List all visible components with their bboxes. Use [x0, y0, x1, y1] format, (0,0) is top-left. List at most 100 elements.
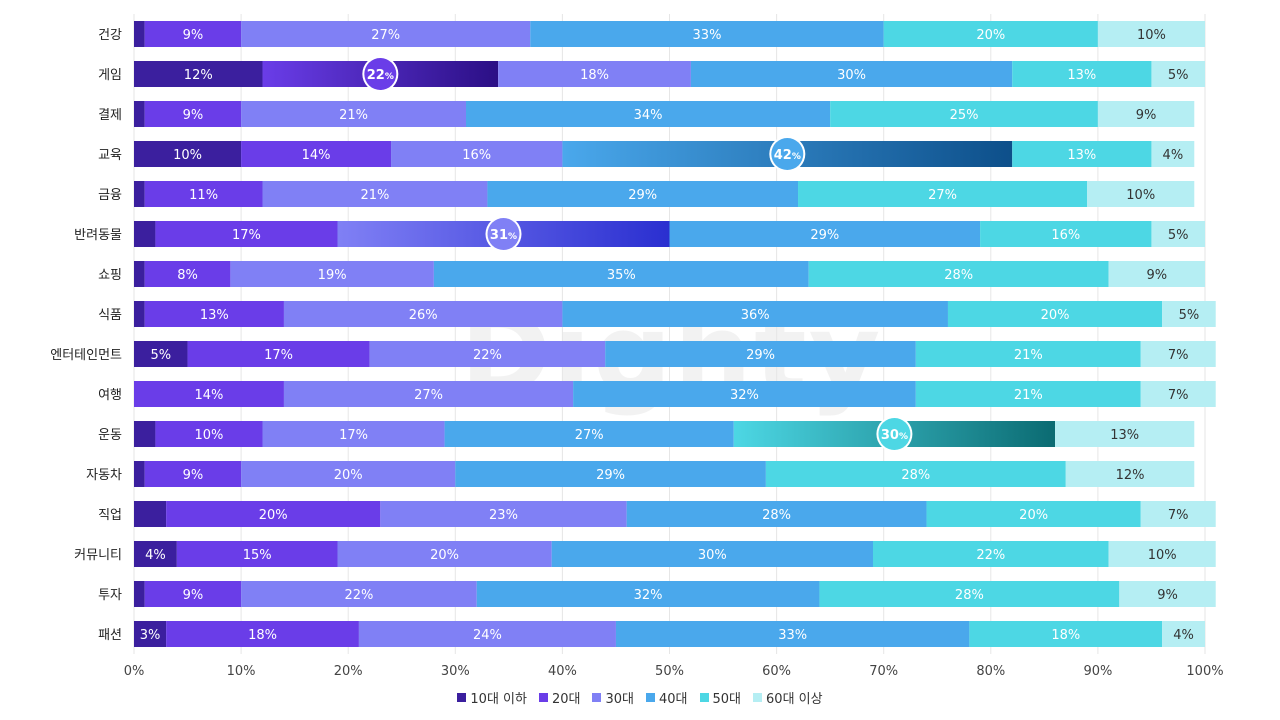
bar-segment — [444, 421, 734, 447]
bar-segment — [669, 221, 981, 247]
data-label: 12% — [1116, 468, 1145, 483]
x-tick-label: 10% — [227, 664, 256, 679]
data-label: 32% — [730, 388, 759, 403]
highlight-badge — [771, 138, 804, 170]
bar-segment — [283, 301, 563, 327]
legend-label: 30대 — [605, 692, 634, 707]
bar-segment — [134, 581, 145, 607]
data-label: 20% — [1019, 508, 1048, 523]
bar-segment — [1055, 421, 1195, 447]
data-label: 32% — [634, 588, 663, 603]
data-label: 9% — [183, 588, 204, 603]
bar-segment — [926, 501, 1141, 527]
legend-label: 40대 — [659, 692, 688, 707]
data-label: 35% — [607, 268, 636, 283]
data-label: 5% — [1168, 68, 1189, 83]
bar-segment — [134, 421, 156, 447]
bar-segment — [134, 541, 177, 567]
bar-segment — [969, 621, 1163, 647]
data-label: 30% — [698, 548, 727, 563]
bar-segment — [1012, 141, 1152, 167]
bar-segment — [798, 181, 1088, 207]
category-label: 반려동물 — [74, 228, 122, 243]
data-label: 16% — [1051, 228, 1080, 243]
bar-segment — [144, 261, 231, 287]
legend-label: 60대 이상 — [766, 692, 823, 707]
data-label: 36% — [741, 308, 770, 323]
legend-item: 60대 이상 — [753, 688, 823, 707]
data-label: 28% — [901, 468, 930, 483]
bar-segment — [134, 621, 167, 647]
x-tick-labels: 0% 10% 20% 30% 40% 50% 60% 70% 80% 90% 100% — [124, 664, 1224, 679]
data-label: 25% — [950, 108, 979, 123]
category-label: 금융 — [98, 188, 122, 203]
bar-segment — [1162, 621, 1205, 647]
data-label: 21% — [1014, 388, 1043, 403]
bar-segment — [872, 541, 1109, 567]
data-label: 12% — [184, 68, 213, 83]
x-tick-label: 20% — [334, 664, 363, 679]
highlight-value: 31% — [490, 228, 517, 243]
data-label: 4% — [1163, 148, 1184, 163]
data-label: 20% — [976, 28, 1005, 43]
legend-label: 50대 — [712, 692, 742, 707]
data-label: 20% — [259, 508, 288, 523]
category-label: 교육 — [98, 148, 122, 163]
data-label: 21% — [1014, 348, 1043, 363]
data-label: 27% — [414, 388, 443, 403]
bar-segment — [144, 461, 242, 487]
bar-segment — [487, 181, 799, 207]
highlight-badge — [878, 418, 911, 450]
data-label: 20% — [430, 548, 459, 563]
data-label: 14% — [302, 148, 331, 163]
bar-segment — [241, 141, 392, 167]
data-label: 9% — [1157, 588, 1178, 603]
bar-segment — [241, 101, 467, 127]
data-label: 9% — [1136, 108, 1157, 123]
category-label: 패션 — [98, 628, 122, 643]
highlight-layer: 22% 42% 31% 30% — [362, 56, 913, 452]
bar-segment — [1151, 141, 1195, 167]
bar-segment — [551, 541, 873, 567]
legend-swatch — [538, 693, 548, 702]
data-label: 30% — [837, 68, 866, 83]
data-label: 14% — [195, 388, 224, 403]
data-label: 13% — [200, 308, 229, 323]
data-label: 9% — [1146, 268, 1167, 283]
bar-segment — [134, 61, 263, 87]
bar-segment — [166, 501, 381, 527]
data-label: 33% — [693, 28, 722, 43]
legend-swatch — [646, 693, 655, 702]
bar-segment — [1097, 101, 1195, 127]
bar-segment — [155, 421, 263, 447]
bar-segment — [380, 501, 627, 527]
highlight-unit: % — [508, 232, 517, 242]
bar-segment — [1087, 181, 1195, 207]
bars-layer: 9% 27% 33% 20% 10% 12% 18% 30% 13% 5% 9% 21% 34% 25% 9… — [134, 21, 1216, 647]
bar-segment — [1119, 581, 1216, 607]
data-label: 28% — [944, 268, 973, 283]
bar-segment — [134, 101, 145, 127]
data-label: 17% — [232, 228, 261, 243]
bar-segment — [605, 341, 916, 367]
data-label: 18% — [248, 628, 277, 643]
data-label: 5% — [1179, 308, 1200, 323]
category-label: 커뮤니티 — [74, 548, 122, 563]
x-tick-label: 90% — [1083, 664, 1112, 679]
x-tick-label: 30% — [441, 664, 470, 679]
bar-segment — [498, 61, 691, 87]
data-label: 7% — [1168, 388, 1189, 403]
legend-item: 10대 이하 — [457, 688, 527, 707]
bar-segment — [819, 581, 1120, 607]
bar-segment — [1065, 461, 1195, 487]
bar-segment — [562, 301, 948, 327]
legend-item: 40대 — [646, 688, 688, 707]
data-label: 29% — [596, 468, 625, 483]
legend-swatch — [699, 693, 709, 702]
bar-segment — [262, 181, 488, 207]
bar-segment — [144, 301, 284, 327]
data-label: 22% — [473, 348, 502, 363]
data-label: 10% — [1126, 188, 1155, 203]
bar-segment — [283, 381, 574, 407]
